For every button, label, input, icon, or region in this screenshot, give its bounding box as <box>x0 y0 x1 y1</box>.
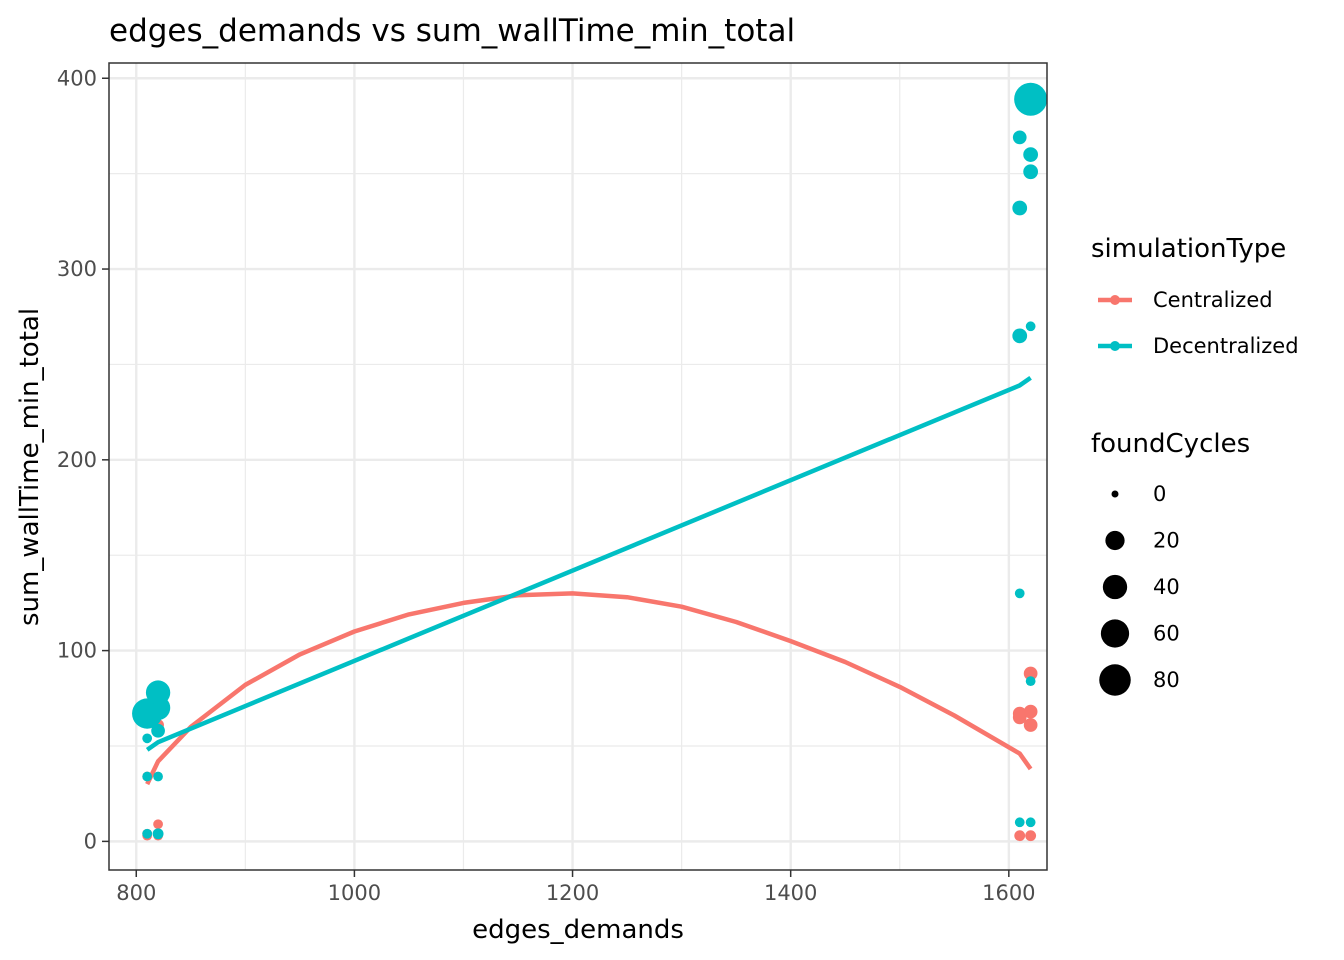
data-point <box>1023 147 1039 162</box>
x-axis-title: edges_demands <box>472 915 684 945</box>
legend-color-title: simulationType <box>1091 234 1286 264</box>
data-point <box>1023 718 1038 732</box>
data-point <box>1014 588 1025 599</box>
data-point <box>1025 817 1036 828</box>
legend-color-label: Decentralized <box>1153 334 1299 358</box>
legend-size-label: 80 <box>1153 668 1180 692</box>
y-tick-label: 400 <box>57 66 97 90</box>
data-point <box>1012 706 1027 721</box>
legend-size-label: 60 <box>1153 622 1180 646</box>
legend-size-label: 0 <box>1153 482 1166 506</box>
data-point <box>151 723 165 738</box>
points <box>132 82 1048 842</box>
data-point <box>1025 676 1036 686</box>
data-point <box>1025 321 1036 332</box>
data-point <box>142 828 153 839</box>
legend-size-entries: 0 20 40 60 80 <box>1099 482 1180 696</box>
x-tick-label: 1400 <box>764 881 817 905</box>
legend-size-key <box>1102 574 1128 600</box>
legend-size-label: 20 <box>1153 529 1180 553</box>
plot-background <box>109 63 1047 870</box>
data-point <box>1012 130 1027 145</box>
data-point <box>145 680 171 705</box>
data-point <box>142 733 153 744</box>
y-tick-label: 100 <box>57 639 97 663</box>
data-point <box>1025 830 1037 842</box>
trend-lines <box>145 375 1033 786</box>
x-tick-label: 800 <box>116 881 156 905</box>
y-axis: 0 100 200 300 400 <box>57 66 109 853</box>
legend-color-key-point <box>1110 341 1120 351</box>
data-point <box>1014 82 1048 116</box>
data-point <box>153 819 163 830</box>
legend-color-label: Centralized <box>1153 288 1273 312</box>
data-point <box>153 771 163 782</box>
y-tick-label: 300 <box>57 257 97 281</box>
legend: simulationType CentralizedDecentralized … <box>1091 234 1299 696</box>
grid-major <box>109 63 1047 870</box>
x-tick-label: 1200 <box>546 881 599 905</box>
x-tick-label: 1600 <box>982 881 1035 905</box>
plot-border <box>108 62 1048 871</box>
data-point <box>1023 164 1039 180</box>
y-tick-label: 0 <box>84 829 97 853</box>
plot-area <box>108 62 1048 871</box>
legend-size-key <box>1100 619 1130 648</box>
legend-size-key <box>1111 490 1119 498</box>
x-tick-label: 1000 <box>328 881 381 905</box>
legend-size-label: 40 <box>1153 575 1180 599</box>
y-tick-label: 200 <box>57 448 97 472</box>
y-axis-title: sum_wallTime_min_total <box>15 308 45 626</box>
legend-size-title: foundCycles <box>1091 429 1250 459</box>
data-point <box>1023 666 1038 681</box>
x-axis: 800 1000 1200 1400 1600 <box>116 870 1036 905</box>
legend-size-key <box>1099 664 1131 696</box>
data-point <box>1023 704 1038 719</box>
legend-color-entries: Centralized Decentralized <box>1098 288 1299 358</box>
data-point <box>1014 817 1025 828</box>
legend-color-key-point <box>1110 295 1120 305</box>
data-point <box>142 771 153 782</box>
data-point <box>1014 830 1026 842</box>
trend-line <box>145 375 1032 752</box>
chart-title: edges_demands vs sum_wallTime_min_total <box>109 13 795 49</box>
legend-size-key <box>1105 530 1125 551</box>
grid-minor <box>109 63 1047 870</box>
trend-line <box>145 591 1033 786</box>
data-point <box>1012 328 1028 344</box>
data-point <box>152 828 164 840</box>
data-point <box>1012 200 1028 216</box>
